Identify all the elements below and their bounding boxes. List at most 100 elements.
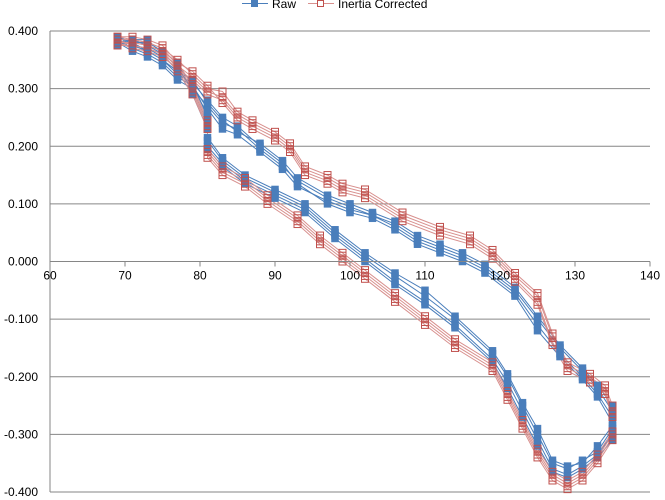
data-point-inertia-corrected <box>361 266 369 275</box>
data-point-raw <box>331 234 339 243</box>
data-point-inertia-corrected <box>263 199 272 208</box>
data-point-inertia-corrected <box>218 171 227 180</box>
data-point-inertia-corrected <box>563 366 572 375</box>
data-point-inertia-corrected <box>578 476 587 485</box>
data-point-inertia-corrected <box>488 358 497 367</box>
plot-area <box>113 32 617 494</box>
data-point-inertia-corrected <box>323 171 332 180</box>
data-point-raw <box>203 110 212 119</box>
data-point-raw <box>391 226 399 234</box>
data-point-inertia-corrected <box>421 320 429 329</box>
data-point-inertia-corrected <box>301 162 309 171</box>
data-point-inertia-corrected <box>233 116 242 125</box>
data-point-inertia-corrected <box>488 245 497 254</box>
data-point-inertia-corrected <box>488 366 497 375</box>
data-point-inertia-corrected <box>608 427 617 436</box>
data-point-raw <box>391 217 399 225</box>
data-point-raw <box>301 200 309 208</box>
data-point-inertia-corrected <box>601 381 609 390</box>
gridlines <box>50 30 650 493</box>
y-tick-label: -0.300 <box>4 427 38 441</box>
data-point-raw <box>323 200 332 208</box>
data-point-raw <box>518 398 527 407</box>
data-point-inertia-corrected <box>143 35 152 44</box>
x-tick-label: 70 <box>118 269 132 283</box>
data-point-inertia-corrected <box>533 453 542 462</box>
data-point-raw <box>436 249 444 257</box>
y-tick-label: 0.400 <box>8 24 38 38</box>
data-point-raw <box>556 352 564 361</box>
data-point-inertia-corrected <box>316 231 324 240</box>
data-point-inertia-corrected <box>511 269 519 278</box>
data-point-inertia-corrected <box>203 153 212 162</box>
data-point-raw <box>203 99 212 107</box>
data-point-raw <box>271 185 279 194</box>
y-tick-label: -0.400 <box>4 485 38 499</box>
data-point-raw <box>578 375 587 384</box>
data-point-raw <box>533 326 542 335</box>
data-point-inertia-corrected <box>361 274 369 283</box>
data-point-inertia-corrected <box>286 139 294 148</box>
data-point-raw <box>256 139 264 148</box>
data-point-inertia-corrected <box>586 378 594 387</box>
data-point-inertia-corrected <box>113 32 122 41</box>
y-tick-label: 0.300 <box>8 82 38 96</box>
data-point-inertia-corrected <box>488 254 497 263</box>
data-point-inertia-corrected <box>113 41 122 50</box>
data-point-inertia-corrected <box>548 341 557 350</box>
data-point-inertia-corrected <box>391 289 399 298</box>
x-tick-label: 110 <box>415 269 434 283</box>
data-point-inertia-corrected <box>578 467 587 476</box>
data-point-raw <box>278 156 287 165</box>
data-point-raw <box>421 286 429 295</box>
data-point-raw <box>488 347 497 355</box>
x-tick-label: 90 <box>268 269 282 283</box>
y-tick-label: -0.100 <box>4 312 38 326</box>
series-line-inertia-corrected <box>117 41 613 490</box>
data-point-raw <box>451 312 459 320</box>
data-point-inertia-corrected <box>218 87 227 96</box>
data-point-raw <box>578 364 587 372</box>
data-point-inertia-corrected <box>391 297 399 306</box>
data-point-inertia-corrected <box>158 41 167 50</box>
data-point-inertia-corrected <box>518 424 527 433</box>
data-point-raw <box>421 300 429 309</box>
data-point-inertia-corrected <box>338 179 347 188</box>
data-point-inertia-corrected <box>248 116 257 125</box>
data-point-inertia-corrected <box>361 194 369 203</box>
x-tick-label: 130 <box>565 269 585 283</box>
data-point-inertia-corrected <box>203 124 212 133</box>
data-point-inertia-corrected <box>301 171 309 180</box>
data-point-inertia-corrected <box>248 124 257 133</box>
data-point-raw <box>563 462 572 470</box>
data-point-raw <box>608 421 617 430</box>
y-tick-label: 0.100 <box>8 197 38 211</box>
data-point-inertia-corrected <box>398 208 407 217</box>
data-point-inertia-corrected <box>593 459 602 468</box>
y-tick-label: -0.200 <box>4 370 38 384</box>
data-point-raw <box>203 133 212 142</box>
data-point-inertia-corrected <box>563 485 572 494</box>
y-tick-label: 0.000 <box>8 255 38 269</box>
data-point-raw <box>481 269 489 277</box>
data-point-inertia-corrected <box>608 436 617 445</box>
data-point-raw <box>533 312 542 320</box>
data-point-inertia-corrected <box>533 300 542 309</box>
legend-label-inertia-corrected: Inertia Corrected <box>338 0 428 11</box>
data-point-inertia-corrected <box>293 211 302 220</box>
data-point-raw <box>413 231 422 240</box>
data-point-inertia-corrected <box>158 50 167 59</box>
data-point-raw <box>331 226 339 234</box>
x-tick-label: 80 <box>193 269 207 283</box>
data-point-raw <box>481 260 489 269</box>
data-point-inertia-corrected <box>323 179 332 188</box>
data-point-inertia-corrected <box>128 41 137 50</box>
data-point-inertia-corrected <box>601 390 609 399</box>
legend-item-inertia-corrected: Inertia Corrected <box>308 0 427 11</box>
data-point-inertia-corrected <box>218 99 227 108</box>
data-point-inertia-corrected <box>338 188 347 197</box>
legend-swatch-inertia-corrected <box>308 0 334 10</box>
data-point-raw <box>458 249 467 257</box>
data-point-raw <box>593 393 602 401</box>
data-point-inertia-corrected <box>128 32 137 41</box>
